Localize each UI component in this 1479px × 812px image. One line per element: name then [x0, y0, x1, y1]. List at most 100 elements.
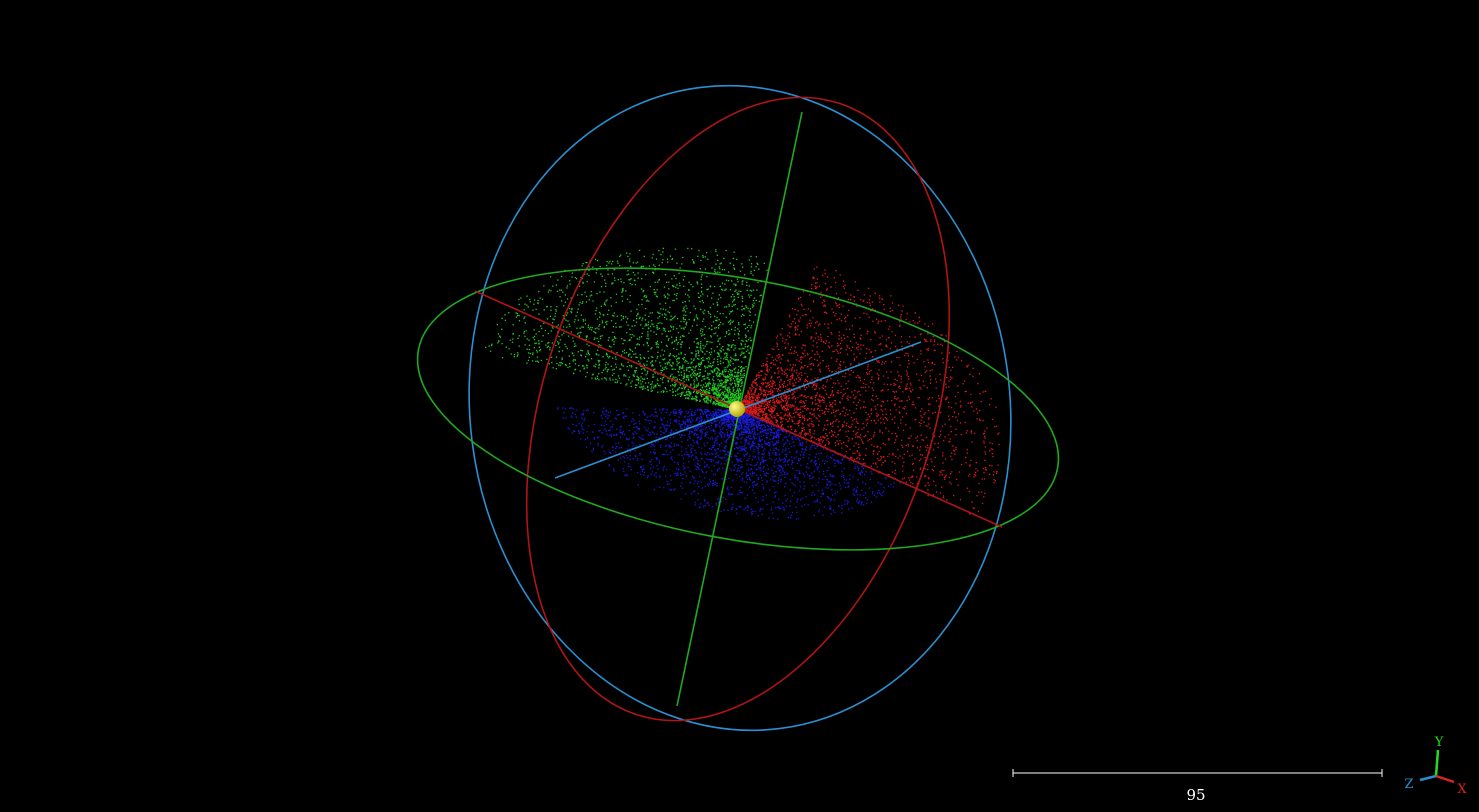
point [769, 384, 771, 386]
point [750, 391, 752, 393]
point [967, 402, 969, 404]
point [815, 394, 818, 396]
point [612, 282, 614, 284]
point [859, 337, 861, 339]
point [787, 415, 789, 417]
point [766, 413, 768, 415]
point [643, 255, 645, 257]
point [531, 360, 534, 362]
point [683, 318, 685, 320]
point [881, 361, 884, 363]
point [687, 247, 689, 250]
point [606, 323, 608, 325]
point [834, 420, 837, 422]
point [776, 420, 778, 422]
point [770, 408, 773, 410]
point [770, 411, 772, 413]
point [992, 456, 994, 458]
point [881, 432, 884, 434]
point [786, 368, 788, 370]
point [733, 299, 735, 302]
point [930, 379, 932, 381]
point [892, 454, 894, 456]
point [741, 263, 743, 265]
point [725, 352, 727, 354]
point [736, 383, 738, 385]
point [684, 311, 687, 313]
point [772, 407, 774, 409]
point [722, 398, 724, 400]
point [696, 392, 699, 395]
point [800, 372, 802, 374]
point [693, 379, 695, 381]
point [733, 267, 735, 269]
point [738, 391, 740, 393]
point [651, 323, 653, 325]
point [904, 406, 906, 408]
point [554, 312, 557, 315]
point [902, 416, 904, 418]
point [653, 291, 655, 293]
point [589, 295, 591, 297]
point [894, 432, 897, 435]
point [612, 326, 615, 328]
point [623, 339, 625, 341]
point [622, 315, 624, 318]
point [562, 315, 564, 317]
point [743, 398, 745, 400]
point [728, 361, 730, 363]
point [572, 372, 575, 374]
point [839, 401, 841, 403]
point [713, 392, 715, 394]
point [802, 417, 804, 419]
point [857, 343, 859, 345]
point [760, 374, 762, 377]
point [891, 461, 893, 463]
point [801, 430, 803, 432]
point [920, 422, 922, 424]
point [809, 397, 812, 399]
point [704, 390, 707, 392]
point [532, 353, 534, 356]
point [617, 279, 619, 281]
point [650, 362, 652, 364]
point [678, 357, 680, 359]
point [707, 372, 709, 375]
point [558, 342, 560, 344]
point [700, 349, 702, 351]
point [695, 399, 697, 401]
point [973, 432, 976, 434]
point [878, 297, 881, 299]
point [706, 392, 708, 394]
point [702, 255, 704, 257]
point [629, 339, 631, 341]
point [751, 401, 753, 403]
point [638, 377, 640, 379]
point [718, 392, 720, 395]
point [638, 304, 640, 306]
point [932, 494, 934, 496]
point [587, 326, 589, 328]
point [606, 261, 608, 263]
point [730, 393, 732, 395]
point [839, 367, 841, 369]
point [683, 358, 685, 361]
point [574, 319, 576, 321]
point [723, 397, 725, 400]
point [673, 384, 676, 386]
point [775, 405, 777, 407]
point [664, 363, 666, 365]
point [838, 318, 841, 320]
point [912, 483, 914, 485]
point [894, 473, 896, 475]
point [629, 328, 631, 330]
point [651, 320, 653, 322]
point [808, 425, 810, 427]
point [753, 305, 755, 307]
point [831, 333, 833, 335]
point [951, 416, 954, 418]
point [834, 431, 836, 433]
point [771, 410, 773, 412]
point [915, 418, 917, 421]
point [536, 356, 539, 358]
